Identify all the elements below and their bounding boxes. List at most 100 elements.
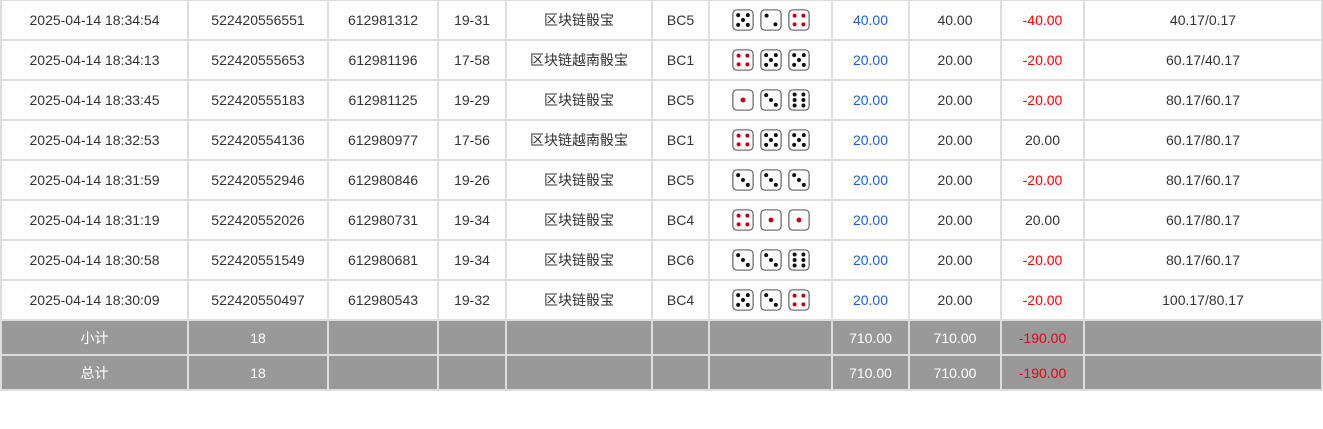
game-name: 区块链骰宝: [505, 79, 653, 121]
balance: 60.17/40.17: [1083, 39, 1323, 81]
issue-number: 612981125: [327, 79, 439, 121]
total-row: 总计 18 710.00 710.00 -190.00: [0, 354, 1323, 391]
die-6-icon: [787, 249, 810, 271]
win-loss: -20.00: [1000, 239, 1085, 281]
order-number: 522420552026: [187, 199, 329, 241]
balance: 100.17/80.17: [1083, 279, 1323, 321]
win-loss: -20.00: [1000, 279, 1085, 321]
die-3-icon: [731, 249, 754, 271]
issue-number: 612980731: [327, 199, 439, 241]
valid-amount: 40.00: [908, 0, 1002, 41]
footer-count: 18: [187, 354, 329, 391]
die-1-icon: [787, 209, 810, 231]
bet-time: 2025-04-14 18:33:45: [0, 79, 189, 121]
order-number: 522420552946: [187, 159, 329, 201]
empty-cell: [651, 319, 710, 356]
footer-label: 小计: [0, 319, 189, 356]
footer-valid: 710.00: [908, 319, 1002, 356]
game-name: 区块链骰宝: [505, 279, 653, 321]
dice-result: [708, 39, 833, 81]
die-5-icon: [759, 129, 782, 151]
empty-cell: [437, 354, 507, 391]
dice-result: [708, 159, 833, 201]
order-number: 522420556551: [187, 0, 329, 41]
die-2-icon: [759, 9, 782, 31]
empty-cell: [437, 319, 507, 356]
issue-number: 612980977: [327, 119, 439, 161]
die-1-icon: [731, 89, 754, 111]
footer-win-loss: -190.00: [1000, 319, 1085, 356]
bet-amount: 40.00: [831, 0, 910, 41]
table-number: 19-34: [437, 199, 507, 241]
footer-label: 总计: [0, 354, 189, 391]
game-name: 区块链骰宝: [505, 159, 653, 201]
order-number: 522420550497: [187, 279, 329, 321]
bet-amount: 20.00: [831, 239, 910, 281]
dice-result: [708, 199, 833, 241]
die-3-icon: [759, 289, 782, 311]
issue-number: 612980543: [327, 279, 439, 321]
game-name: 区块链骰宝: [505, 199, 653, 241]
balance: 80.17/60.17: [1083, 239, 1323, 281]
order-number: 522420555653: [187, 39, 329, 81]
dice-result: [708, 0, 833, 41]
footer-bet: 710.00: [831, 354, 910, 391]
subtotal-row: 小计 18 710.00 710.00 -190.00: [0, 319, 1323, 356]
balance: 40.17/0.17: [1083, 0, 1323, 41]
game-code: BC1: [651, 119, 710, 161]
die-4-icon: [731, 49, 754, 71]
die-1-icon: [759, 209, 782, 231]
bet-time: 2025-04-14 18:31:59: [0, 159, 189, 201]
table-number: 19-34: [437, 239, 507, 281]
game-code: BC6: [651, 239, 710, 281]
die-5-icon: [731, 289, 754, 311]
order-number: 522420551549: [187, 239, 329, 281]
dice-result: [708, 239, 833, 281]
game-code: BC5: [651, 159, 710, 201]
empty-cell: [327, 319, 439, 356]
table-row: 2025-04-14 18:30:58 522420551549 6129806…: [0, 239, 1323, 281]
game-name: 区块链越南骰宝: [505, 119, 653, 161]
empty-cell: [708, 354, 833, 391]
game-code: BC1: [651, 39, 710, 81]
table-row: 2025-04-14 18:31:19 522420552026 6129807…: [0, 199, 1323, 241]
order-number: 522420554136: [187, 119, 329, 161]
bet-amount: 20.00: [831, 39, 910, 81]
bet-records-table: 2025-04-14 18:34:54 522420556551 6129813…: [0, 0, 1323, 391]
dice-result: [708, 279, 833, 321]
issue-number: 612980681: [327, 239, 439, 281]
issue-number: 612980846: [327, 159, 439, 201]
game-code: BC4: [651, 279, 710, 321]
win-loss: -20.00: [1000, 79, 1085, 121]
empty-cell: [1083, 354, 1323, 391]
win-loss: 20.00: [1000, 119, 1085, 161]
table-number: 17-58: [437, 39, 507, 81]
footer-count: 18: [187, 319, 329, 356]
die-3-icon: [759, 89, 782, 111]
footer-bet: 710.00: [831, 319, 910, 356]
game-code: BC5: [651, 0, 710, 41]
balance: 80.17/60.17: [1083, 79, 1323, 121]
die-6-icon: [787, 89, 810, 111]
empty-cell: [1083, 319, 1323, 356]
bet-amount: 20.00: [831, 279, 910, 321]
issue-number: 612981196: [327, 39, 439, 81]
bet-amount: 20.00: [831, 119, 910, 161]
valid-amount: 20.00: [908, 159, 1002, 201]
bet-amount: 20.00: [831, 79, 910, 121]
empty-cell: [505, 319, 653, 356]
table-row: 2025-04-14 18:34:13 522420555653 6129811…: [0, 39, 1323, 81]
bet-time: 2025-04-14 18:30:58: [0, 239, 189, 281]
bet-time: 2025-04-14 18:34:54: [0, 0, 189, 41]
game-code: BC4: [651, 199, 710, 241]
bet-time: 2025-04-14 18:30:09: [0, 279, 189, 321]
bet-time: 2025-04-14 18:34:13: [0, 39, 189, 81]
valid-amount: 20.00: [908, 119, 1002, 161]
table-number: 19-29: [437, 79, 507, 121]
game-name: 区块链骰宝: [505, 239, 653, 281]
valid-amount: 20.00: [908, 199, 1002, 241]
table-row: 2025-04-14 18:31:59 522420552946 6129808…: [0, 159, 1323, 201]
die-5-icon: [787, 129, 810, 151]
die-5-icon: [731, 9, 754, 31]
empty-cell: [327, 354, 439, 391]
